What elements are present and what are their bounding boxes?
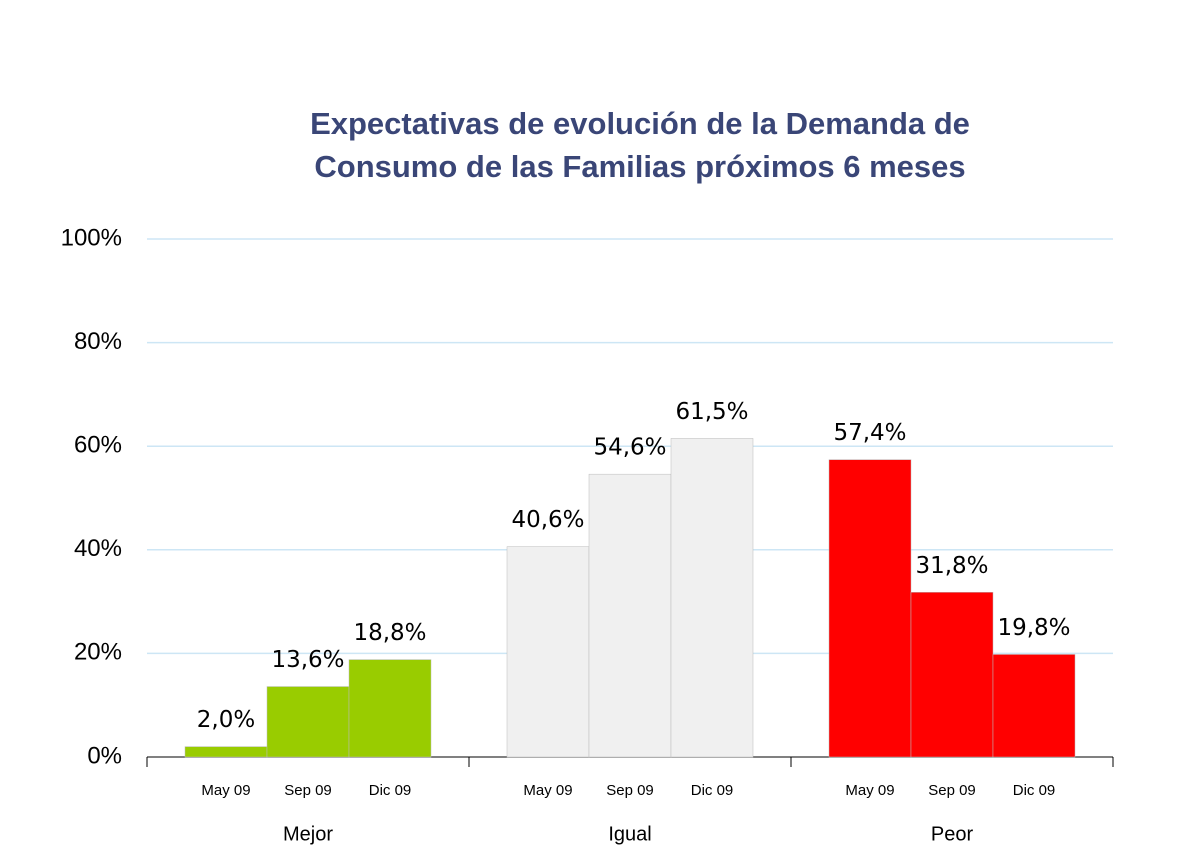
y-tick-label: 60% <box>74 432 122 459</box>
group-label: Mejor <box>283 823 333 845</box>
data-label: 19,8% <box>997 615 1070 641</box>
bar <box>506 546 590 758</box>
bar <box>348 659 432 758</box>
y-tick-label: 100% <box>61 224 122 251</box>
bar <box>184 746 268 758</box>
x-tick-label: Dic 09 <box>691 782 734 799</box>
y-tick-label: 0% <box>87 742 122 769</box>
bar <box>828 459 912 758</box>
bar <box>670 438 754 758</box>
x-tick-label: May 09 <box>523 782 572 799</box>
x-tick-label: Dic 09 <box>369 782 412 799</box>
bar <box>910 592 994 758</box>
data-label: 2,0% <box>197 707 255 733</box>
bar <box>992 654 1076 758</box>
group-label: Igual <box>608 823 651 845</box>
data-label: 40,6% <box>511 507 584 533</box>
x-tick-label: Sep 09 <box>284 782 332 799</box>
y-tick-label: 40% <box>74 535 122 562</box>
chart-title: Expectativas de evolución de la Demanda … <box>310 106 970 184</box>
x-tick-label: Dic 09 <box>1013 782 1056 799</box>
data-label: 54,6% <box>593 435 666 461</box>
x-tick-label: Sep 09 <box>928 782 976 799</box>
bar <box>588 473 672 758</box>
group-label: Peor <box>931 823 974 845</box>
data-label: 61,5% <box>675 399 748 425</box>
y-tick-label: 80% <box>74 328 122 355</box>
data-label: 18,8% <box>353 620 426 646</box>
y-tick-label: 20% <box>74 639 122 666</box>
x-tick-label: Sep 09 <box>606 782 654 799</box>
x-tick-label: May 09 <box>845 782 894 799</box>
data-label: 57,4% <box>833 420 906 446</box>
bar <box>266 686 350 758</box>
data-label: 31,8% <box>915 553 988 579</box>
data-label: 13,6% <box>271 647 344 673</box>
x-tick-label: May 09 <box>201 782 250 799</box>
